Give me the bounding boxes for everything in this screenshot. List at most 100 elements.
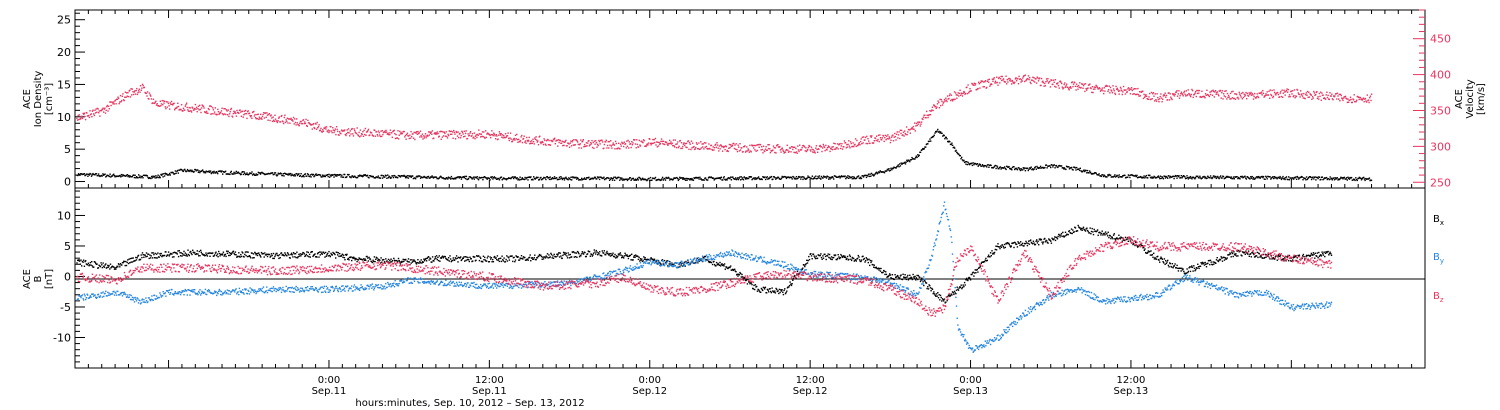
bx-series-point — [482, 255, 485, 257]
velocity-series-point — [1112, 85, 1114, 87]
density-series-point — [1278, 177, 1281, 179]
bx-series-point — [230, 252, 232, 255]
velocity-series-point — [598, 140, 601, 143]
velocity-series-point — [558, 141, 560, 144]
velocity-series-point — [594, 143, 596, 145]
density-series-point — [740, 179, 742, 181]
density-series-point — [1355, 177, 1357, 179]
velocity-series-point — [1328, 98, 1330, 101]
velocity-series-point — [388, 132, 390, 134]
velocity-series-point — [1115, 85, 1117, 88]
density-series-point — [886, 170, 888, 172]
velocity-series-point — [941, 100, 943, 103]
bx-series-point — [398, 259, 400, 262]
density-series-point — [979, 164, 981, 166]
density-series-point — [1016, 169, 1019, 171]
density-series-point — [113, 173, 115, 175]
bx-series-point — [125, 264, 128, 267]
bx-series-point — [173, 256, 175, 258]
velocity-series-point — [1244, 95, 1246, 97]
velocity-series-point — [730, 144, 732, 146]
velocity-series-point — [186, 106, 188, 109]
velocity-series-point — [458, 136, 460, 139]
velocity-series-point — [1286, 88, 1288, 90]
density-series-point — [135, 177, 137, 179]
velocity-series-point — [562, 144, 564, 147]
density-series-point — [838, 175, 841, 177]
density-series-point — [982, 165, 984, 167]
velocity-series-point — [325, 126, 328, 128]
velocity-series-point — [298, 125, 300, 127]
velocity-series-point — [1000, 75, 1002, 78]
velocity-series-point — [1252, 94, 1254, 96]
density-series-point — [1063, 167, 1066, 169]
density-series-point — [248, 173, 250, 175]
bx-series-point — [234, 253, 236, 256]
velocity-series-point — [469, 132, 471, 134]
bx-series-point — [495, 257, 497, 259]
velocity-series-point — [1187, 89, 1189, 91]
density-series-point — [361, 175, 364, 178]
velocity-series-point — [450, 130, 452, 132]
density-series-point — [392, 176, 395, 179]
density-series-point — [407, 177, 410, 179]
density-series-point — [1084, 170, 1086, 173]
velocity-series-point — [646, 143, 648, 145]
velocity-series-point — [858, 142, 860, 144]
bx-series-point — [284, 252, 286, 254]
density-series-point — [1215, 175, 1217, 178]
velocity-series-point — [1281, 89, 1283, 91]
density-series-point — [1304, 177, 1306, 180]
density-series-point — [891, 169, 893, 171]
density-series-point — [691, 177, 693, 180]
density-series-point — [765, 177, 768, 179]
velocity-series-point — [226, 110, 228, 112]
velocity-series-point — [136, 87, 138, 90]
density-series-point — [1301, 176, 1303, 178]
velocity-series-point — [1362, 98, 1364, 100]
bx-series-point — [196, 250, 198, 252]
density-series-point — [118, 175, 121, 177]
velocity-series-point — [870, 136, 872, 138]
velocity-series-point — [1282, 92, 1284, 94]
bx-series-point — [295, 256, 297, 259]
velocity-series-point — [695, 142, 698, 144]
velocity-series-point — [618, 142, 620, 144]
bx-series-point — [466, 256, 468, 258]
density-series-point — [626, 179, 629, 182]
density-series-point — [406, 176, 408, 179]
velocity-series-point — [863, 136, 865, 138]
bx-series-point — [214, 252, 217, 254]
velocity-series-point — [639, 144, 641, 146]
density-series-point — [125, 174, 128, 177]
density-series-point — [209, 170, 212, 172]
density-series-point — [1189, 175, 1192, 178]
bx-series-point — [375, 258, 377, 260]
bottom-left-axis-label: ACE B [nT] — [22, 269, 55, 289]
density-series-point — [263, 173, 265, 175]
velocity-series-point — [359, 129, 362, 131]
density-series-point — [481, 176, 483, 179]
density-series-point — [1298, 177, 1301, 179]
velocity-series-point — [290, 117, 292, 120]
velocity-series-point — [314, 122, 317, 125]
velocity-series-point — [267, 119, 269, 121]
velocity-series-point — [1160, 93, 1162, 95]
velocity-series-point — [547, 144, 550, 146]
density-series-point — [487, 177, 490, 179]
velocity-series-point — [909, 132, 911, 134]
bx-series-point — [179, 251, 181, 254]
velocity-series-point — [630, 146, 632, 149]
bx-series-point — [157, 252, 159, 254]
density-series-point — [855, 177, 858, 179]
density-series-point — [364, 174, 367, 176]
density-series-point — [1147, 174, 1150, 176]
density-series-point — [1214, 176, 1216, 179]
velocity-series-point — [1255, 97, 1257, 99]
x-tick-date-label: Sep.13 — [1114, 386, 1149, 397]
density-series-point — [1353, 178, 1356, 181]
velocity-series-point — [1361, 98, 1363, 100]
velocity-series-point — [931, 109, 933, 111]
velocity-series-point — [1230, 98, 1232, 100]
velocity-series-point — [798, 150, 800, 153]
